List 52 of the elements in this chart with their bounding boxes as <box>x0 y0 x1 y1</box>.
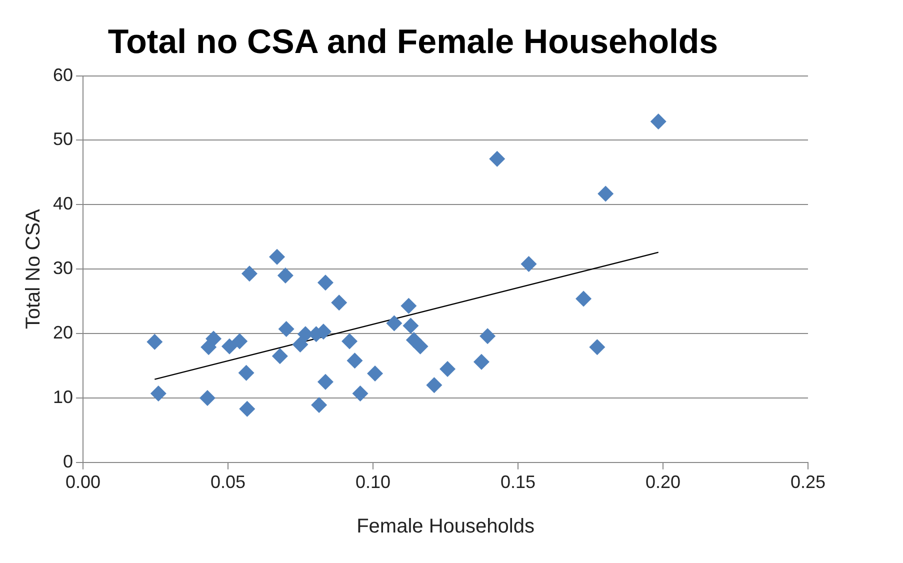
point <box>520 256 537 272</box>
point <box>277 268 294 284</box>
x-tick-label: 0.05 <box>210 472 246 492</box>
point <box>241 266 258 282</box>
y-axis-title: Total No CSA <box>22 208 45 330</box>
y-tick-label: 40 <box>52 194 74 214</box>
point <box>221 338 238 354</box>
point <box>480 328 496 344</box>
point <box>412 338 428 354</box>
x-tick-label: 0.25 <box>790 472 826 492</box>
point <box>589 339 606 356</box>
point <box>352 385 368 402</box>
y-tick-label: 60 <box>52 64 74 85</box>
y-tick-label: 0 <box>63 451 74 472</box>
point <box>426 377 442 394</box>
point <box>489 150 506 167</box>
point <box>598 186 614 202</box>
point <box>576 290 592 307</box>
point <box>206 330 222 347</box>
point <box>278 321 294 338</box>
point <box>331 294 348 311</box>
point <box>146 334 163 350</box>
y-tick-label: 30 <box>52 258 74 278</box>
point <box>317 374 334 390</box>
point <box>386 315 402 332</box>
x-axis-title: Female Households <box>356 516 534 538</box>
point <box>342 333 358 350</box>
x-tick-label: 0.00 <box>66 472 101 492</box>
point <box>239 400 256 417</box>
x-tick-label: 0.15 <box>500 472 536 492</box>
point <box>440 360 456 377</box>
y-tick-label: 10 <box>52 386 74 407</box>
point <box>199 390 216 406</box>
x-tick-label: 0.20 <box>645 472 681 492</box>
y-tick-label: 50 <box>52 129 74 150</box>
point <box>272 348 288 364</box>
point <box>650 114 666 130</box>
point <box>400 298 417 314</box>
point <box>238 364 254 381</box>
point <box>292 336 308 352</box>
point <box>150 385 166 402</box>
x-tick-label: 0.10 <box>355 472 391 492</box>
y-tick-label: 20 <box>52 322 74 342</box>
point <box>269 248 286 265</box>
point <box>473 354 490 370</box>
point <box>232 333 248 350</box>
point <box>311 397 328 414</box>
point <box>367 365 384 382</box>
chart-title: Total no CSA and Female Households <box>108 22 718 61</box>
point <box>346 352 363 369</box>
point <box>402 318 419 334</box>
point <box>317 274 334 291</box>
